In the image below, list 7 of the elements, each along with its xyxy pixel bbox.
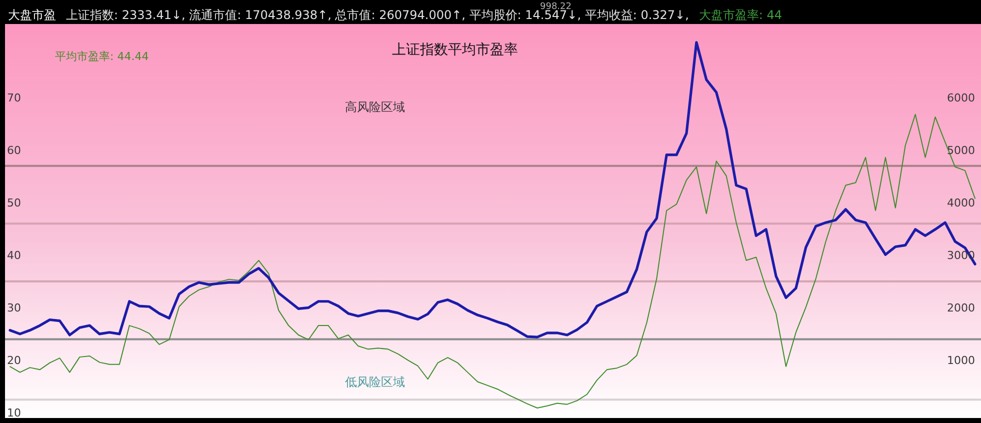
annotation: 平均市盈率: 44.44 <box>55 50 149 63</box>
annotation: 大盘市盈率: 44 <box>698 8 782 22</box>
annotation: 低风险区域 <box>345 375 405 389</box>
annotation: 上证指数: 2333.41↓, 流通市值: 170438.938↑, 总市值: 260794.000↑, 平均股价: 14.547↓, 平均收益: 0.327↓, <box>66 8 689 22</box>
annotation: 大盘市盈 <box>8 8 56 22</box>
annotation: 高风险区域 <box>345 100 405 114</box>
title: 上证指数平均市盈率 <box>392 42 518 58</box>
